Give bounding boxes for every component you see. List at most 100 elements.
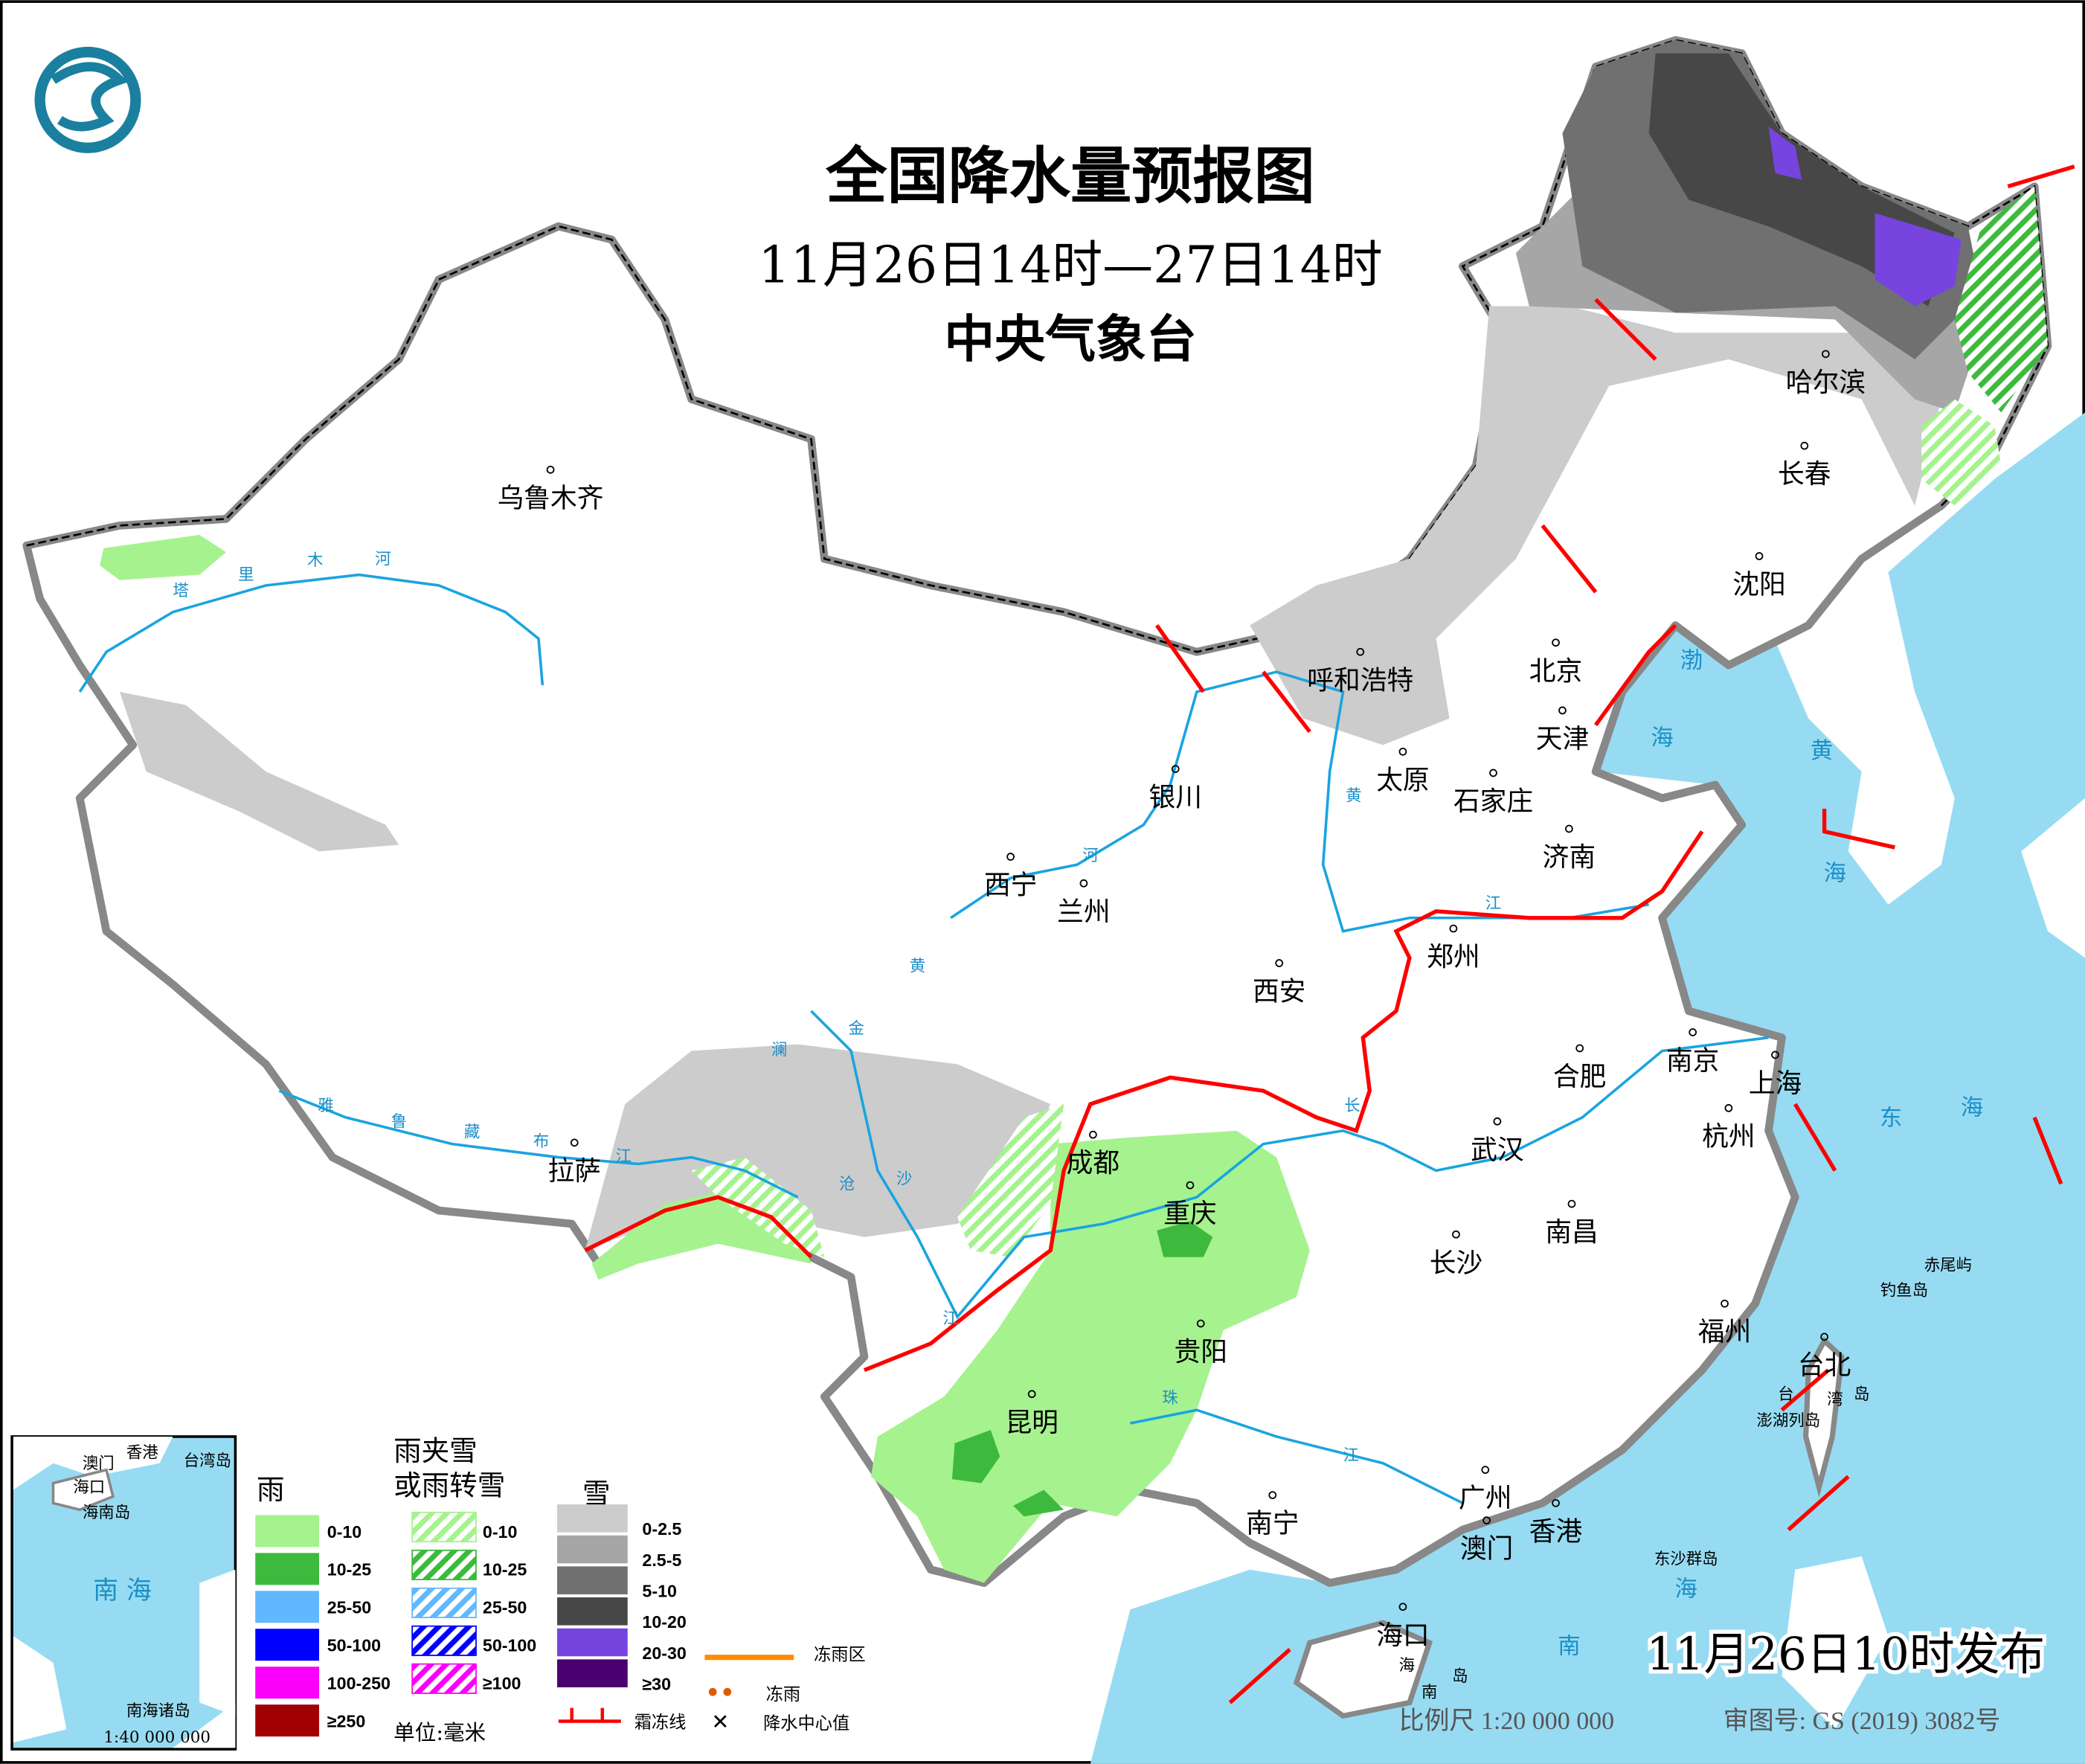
river-label: 江 — [616, 1147, 632, 1166]
river-label: 黄 — [1346, 786, 1361, 805]
city-marker-icon — [1006, 853, 1015, 861]
legend-mix-label: 50-100 — [483, 1636, 536, 1655]
legend-rain-label: 50-100 — [327, 1636, 381, 1655]
legend-snow-title: 雪 — [582, 1477, 611, 1510]
city-label: 太原 — [1376, 765, 1430, 795]
freezing-rain-icon — [723, 1687, 732, 1696]
legend-rain-swatch — [255, 1667, 320, 1699]
rain-10-25-chongqing — [1157, 1221, 1213, 1257]
island-label: 钓鱼岛 — [1880, 1281, 1928, 1300]
city-label: 福州 — [1698, 1317, 1752, 1347]
inset-label: 台湾岛 — [184, 1452, 231, 1470]
city-label: 南宁 — [1246, 1509, 1299, 1539]
island-label: 湾 — [1827, 1391, 1843, 1409]
city-label: 香港 — [1529, 1516, 1583, 1547]
island-labels: 赤尾屿钓鱼岛澎湖列岛台湾岛东沙群岛海南岛 — [1399, 1256, 1972, 1702]
city-label: 台北 — [1798, 1350, 1851, 1381]
legend-mix-title: 或雨转雪 — [393, 1469, 505, 1502]
frost-line-icon — [558, 1707, 621, 1723]
city-label: 乌鲁木齐 — [498, 483, 604, 513]
city-label: 郑州 — [1427, 942, 1480, 972]
sea-label: 海 — [1651, 725, 1673, 751]
inset-sea-label: 南 海 — [93, 1576, 152, 1606]
river-label: 鲁 — [391, 1112, 407, 1131]
legend-rain-swatch — [255, 1704, 320, 1737]
island-label: 东沙群岛 — [1654, 1550, 1718, 1569]
map-title: 全国降水量预报图 — [825, 141, 1315, 212]
river-label: 河 — [375, 550, 391, 568]
snow-20-30-northeast — [1768, 126, 1962, 307]
city-marker-icon — [1575, 1044, 1584, 1053]
city-label: 长春 — [1778, 459, 1831, 490]
city-label: 石家庄 — [1453, 786, 1533, 817]
legend-snow-label: 10-20 — [642, 1612, 686, 1632]
city-label: 长沙 — [1430, 1248, 1483, 1278]
city-marker-icon — [1481, 1466, 1490, 1474]
mix-0-10-tibet — [691, 1157, 825, 1257]
center-value-icon: ✕ — [711, 1710, 729, 1734]
city-marker-icon — [1771, 1051, 1779, 1059]
island-label: 海 — [1399, 1657, 1415, 1675]
island-label: 南 — [1421, 1683, 1437, 1702]
city-label: 济南 — [1543, 842, 1596, 873]
philippines-land — [1782, 1556, 1889, 1730]
city-label: 澳门 — [1460, 1534, 1514, 1565]
city-marker-icon — [1398, 1603, 1407, 1611]
legend-rain-label: 25-50 — [327, 1598, 371, 1617]
city-marker-icon — [1552, 1498, 1560, 1507]
snow-0-2.5-xinjiang — [119, 691, 399, 852]
sea-label: 黄 — [1811, 738, 1833, 764]
legend-freezing-area: 冻雨区 — [814, 1644, 866, 1664]
island-label: 赤尾屿 — [1924, 1256, 1972, 1274]
city-label: 上海 — [1749, 1068, 1802, 1099]
city-marker-icon — [1755, 552, 1764, 560]
legend-mix-label: ≥100 — [483, 1674, 521, 1693]
legend-rain-title: 雨 — [257, 1473, 285, 1506]
frost-lines — [584, 164, 2075, 1704]
legend-rain-swatch — [255, 1591, 320, 1623]
city-label: 北京 — [1529, 656, 1583, 687]
city-label: 哈尔滨 — [1786, 368, 1866, 398]
city-marker-icon — [1186, 1181, 1195, 1190]
south-china-sea-inset: 香港 澳门 台湾岛 海口 海南岛 南 海 南海诸岛 1:40 000 000 — [10, 1435, 237, 1751]
sea-area — [1090, 412, 2085, 1764]
sea-label: 海 — [1824, 861, 1846, 887]
river-label: 江 — [942, 1309, 958, 1328]
sea-label: 海 — [1961, 1094, 1983, 1120]
river-label: 金 — [849, 1019, 864, 1038]
city-label: 南京 — [1666, 1046, 1720, 1077]
mix-0-10-northeast — [1921, 399, 2002, 506]
legend-snow-swatch — [557, 1535, 628, 1564]
river-label: 沙 — [896, 1170, 912, 1188]
city-marker-icon — [1822, 350, 1830, 359]
legend-mix-label: 10-25 — [483, 1560, 527, 1579]
legend-center-value: 降水中心值 — [763, 1713, 849, 1733]
river-label: 沧 — [839, 1175, 855, 1193]
city-marker-icon — [1171, 765, 1180, 773]
legend-mix-swatch — [411, 1549, 477, 1581]
taiwan-land — [1803, 1336, 1845, 1498]
legend-mix-swatch — [411, 1625, 477, 1656]
legend-snow-label: 20-30 — [642, 1643, 686, 1663]
river-label: 澜 — [771, 1041, 787, 1059]
city-label: 天津 — [1536, 724, 1590, 754]
sea-label: 海 — [1675, 1576, 1697, 1602]
island-label: 岛 — [1452, 1667, 1468, 1686]
legend-rain-label: 0-10 — [327, 1522, 362, 1542]
city-marker-icon — [1558, 706, 1567, 715]
inset-label: 海南岛 — [83, 1504, 130, 1522]
city-label: 呼和浩特 — [1307, 665, 1413, 696]
river-label: 黄 — [910, 957, 925, 975]
city-label: 南昌 — [1545, 1217, 1599, 1248]
city-label: 杭州 — [1702, 1121, 1755, 1152]
hainan-land — [1293, 1620, 1433, 1719]
cma-logo — [34, 46, 141, 153]
legend-rain-swatch — [255, 1553, 320, 1585]
legend-rain-label: ≥250 — [327, 1712, 365, 1731]
city-label: 沈阳 — [1732, 570, 1786, 600]
city-marker-icon — [1398, 747, 1407, 756]
legend-mix-label: 0-10 — [483, 1522, 517, 1542]
city-marker-icon — [1552, 638, 1560, 647]
